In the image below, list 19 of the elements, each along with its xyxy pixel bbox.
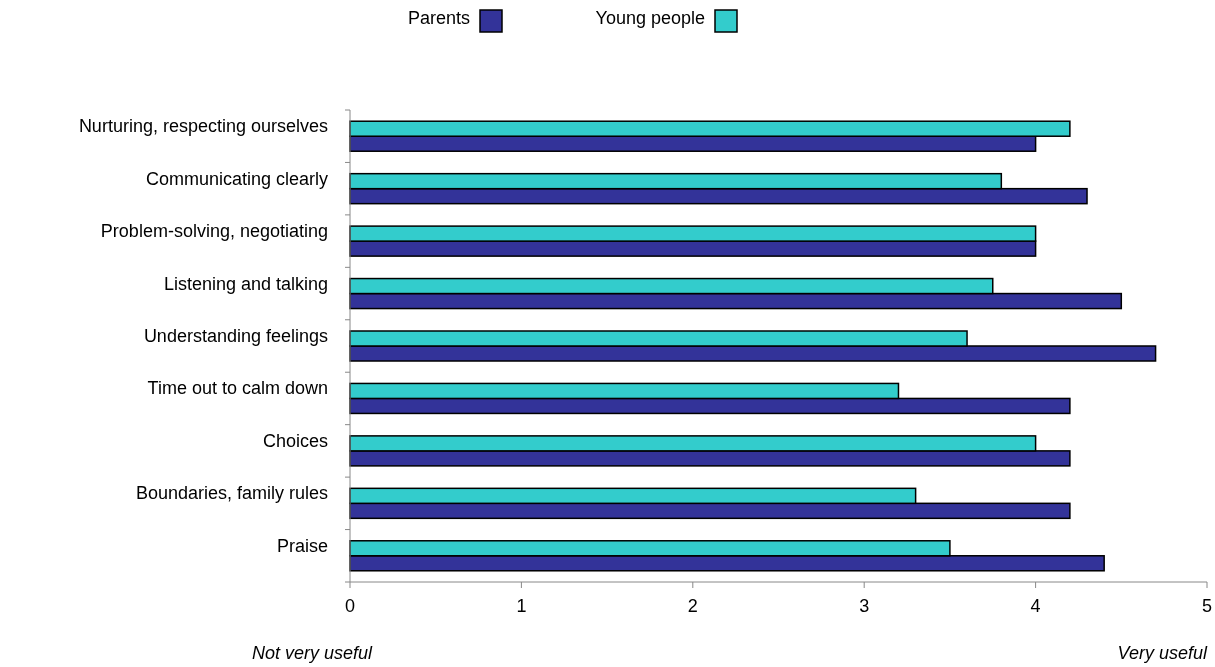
y-tick-label: Choices — [262, 430, 328, 451]
y-tick-label: Problem-solving, negotiating — [100, 221, 328, 242]
x-tick-label: 2 — [687, 596, 698, 616]
y-tick-label: Boundaries, family rules — [135, 483, 328, 504]
legend-label: Parents — [407, 8, 470, 28]
x-tick-label: 3 — [859, 596, 870, 616]
x-tick-label: 0 — [344, 596, 356, 616]
y-tick-label: Listening and talking — [163, 273, 328, 294]
x-tick-label: 1 — [516, 596, 527, 616]
y-tick-label: Communicating clearly — [145, 168, 328, 189]
text: Not very useful — [252, 643, 374, 663]
text: Very useful — [1117, 643, 1208, 663]
x-tick-label: 5 — [1201, 596, 1213, 616]
x-tick-label: 4 — [1030, 596, 1041, 616]
y-tick-label: Time out to calm down — [147, 378, 328, 399]
y-tick-label: Nurturing, respecting ourselves — [78, 116, 328, 137]
y-tick-label: Praise — [276, 535, 328, 556]
y-tick-label: Understanding feelings — [143, 326, 328, 346]
legend-label: Young people — [595, 8, 705, 28]
